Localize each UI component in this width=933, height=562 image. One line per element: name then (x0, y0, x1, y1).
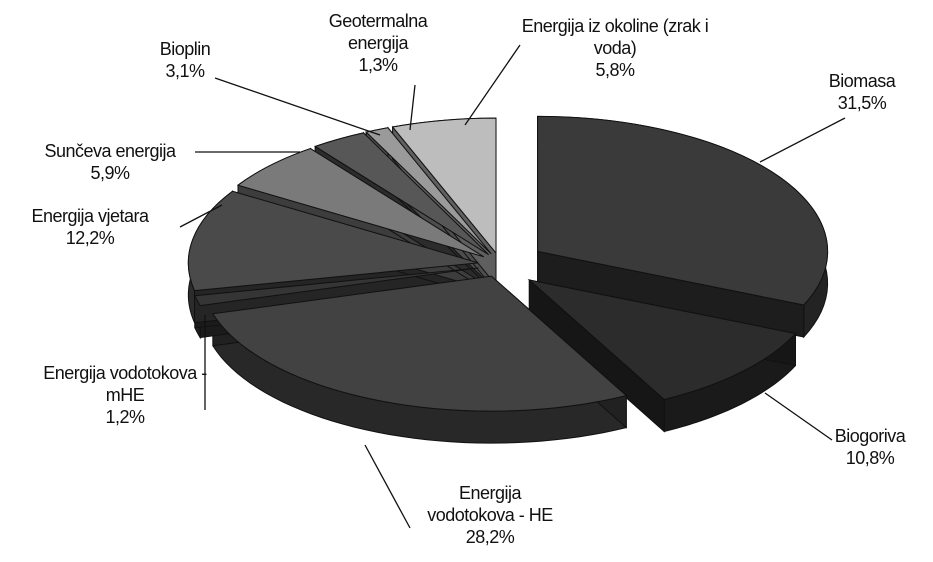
slice (537, 115, 829, 306)
slice-label: Biogoriva 10,8% (810, 425, 930, 469)
slice-label: Geotermalna energija 1,3% (323, 10, 433, 76)
slice (194, 267, 479, 307)
value-label: 28,2% (465, 527, 515, 547)
value-label: 31,5% (837, 93, 887, 113)
leader-line (409, 84, 416, 131)
slice (391, 117, 497, 255)
category-label: Geotermalna energija (328, 11, 428, 53)
leader-line (364, 444, 411, 529)
slice (212, 275, 628, 412)
slice-label: Energija vodotokova - HE 28,2% (415, 482, 565, 548)
slice-tops (187, 115, 829, 412)
category-label: Sunčeva energija (44, 141, 176, 161)
category-label: Energija vjetara (31, 206, 149, 226)
slice-label: Energija iz okoline (zrak i voda) 5,8% (520, 15, 710, 81)
leader-line (764, 392, 833, 441)
slice-label: Energija vodotokova - mHE 1,2% (40, 362, 210, 428)
value-label: 1,3% (358, 55, 398, 75)
leader-line (179, 204, 223, 228)
value-label: 1,2% (105, 407, 145, 427)
slice-label: Energija vjetara 12,2% (10, 205, 170, 249)
category-label: Energija iz okoline (zrak i voda) (521, 16, 709, 58)
value-label: 5,8% (595, 60, 635, 80)
slice (236, 148, 485, 258)
category-label: Biogoriva (834, 426, 906, 446)
leader-line (464, 44, 521, 126)
value-label: 12,2% (65, 228, 115, 248)
leader-line (759, 117, 846, 163)
category-label: Bioplin (159, 39, 211, 59)
slice-label: Sunčeva energija 5,9% (20, 140, 200, 184)
slice-label: Bioplin 3,1% (135, 38, 235, 82)
leader-line (214, 77, 381, 136)
category-label: Biomasa (828, 71, 896, 91)
category-label: Energija vodotokova - mHE (43, 363, 207, 405)
value-label: 10,8% (845, 448, 895, 468)
slice-label: Biomasa 31,5% (802, 70, 922, 114)
slice (365, 127, 492, 255)
slice (187, 190, 479, 292)
slice (527, 279, 797, 401)
slice (314, 132, 489, 256)
value-label: 3,1% (165, 61, 205, 81)
value-label: 5,9% (90, 163, 130, 183)
category-label: Energija vodotokova - HE (427, 483, 553, 525)
